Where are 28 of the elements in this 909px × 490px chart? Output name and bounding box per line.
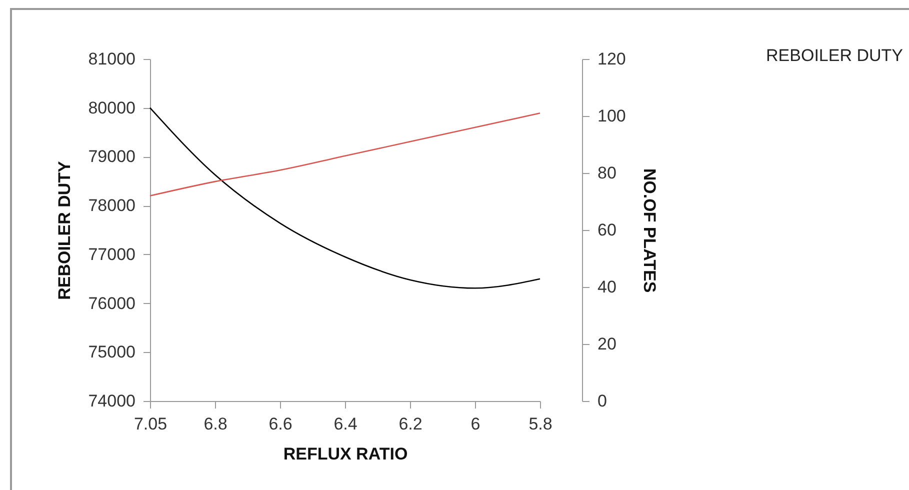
x-tick-label: 6.8 — [204, 414, 228, 434]
x-tick-label: 5.8 — [528, 414, 552, 434]
y-axis-title: REBOILER DUTY — [55, 160, 74, 300]
text: REBOILER DUTY — [766, 46, 903, 65]
x-axis-title: REFLUX RATIO — [283, 444, 408, 464]
y-tick-label: 76000 — [88, 294, 136, 313]
y-tick-label: 75000 — [88, 342, 136, 362]
y-tick-label: 81000 — [88, 50, 136, 68]
y2-axis-title: NO.OF PLATES — [640, 168, 659, 293]
y2-tick-label: 80 — [598, 164, 616, 182]
y2-tick-label: 40 — [598, 278, 616, 296]
y-tick-label: 79000 — [88, 147, 136, 166]
x-tick-label: 6 — [470, 414, 480, 434]
line-series — [149, 107, 541, 289]
y2-tick-label: 100 — [598, 106, 626, 126]
x-tick-label: 6.4 — [334, 414, 358, 434]
y-tick-label: 80000 — [88, 98, 136, 118]
y2-tick-label: 20 — [598, 334, 616, 354]
y2-tick-label: 60 — [598, 220, 616, 240]
y-tick-label: 74000 — [88, 392, 136, 410]
y2-tick-label: 0 — [598, 392, 607, 410]
y-tick-label: 77000 — [88, 244, 136, 264]
x-tick-label: 6.2 — [398, 414, 422, 434]
line-series — [149, 112, 541, 196]
y-tick-label: 78000 — [88, 196, 136, 216]
x-tick-label: 6.6 — [268, 414, 292, 434]
y2-tick-label: 120 — [598, 50, 626, 68]
x-tick-label: 7.05 — [134, 414, 168, 434]
